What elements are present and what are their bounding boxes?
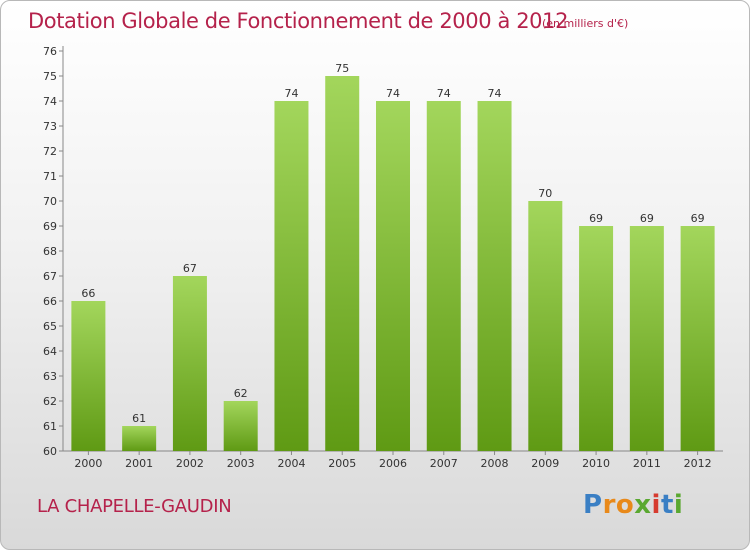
data-label: 69 [589,212,603,225]
y-tick-label: 74 [43,95,57,108]
y-tick-label: 76 [43,45,57,58]
y-tick-label: 60 [43,445,57,458]
chart-unit: (en milliers d'€) [542,17,629,30]
x-tick-label: 2010 [582,457,610,470]
proxiti-logo[interactable]: Proxiti [583,490,684,520]
y-tick-label: 62 [43,395,57,408]
bar [376,101,410,451]
x-tick-label: 2007 [430,457,458,470]
data-label: 74 [284,87,298,100]
data-label: 69 [640,212,654,225]
y-tick-label: 75 [43,70,57,83]
x-tick-label: 2012 [684,457,712,470]
bar [122,426,157,451]
y-tick-label: 61 [43,420,57,433]
commune-name: LA CHAPELLE-GAUDIN [37,496,232,517]
x-tick-label: 2011 [633,457,661,470]
bar [477,101,512,451]
x-tick-label: 2002 [176,457,204,470]
y-tick-label: 66 [43,295,57,308]
y-tick-label: 63 [43,370,57,383]
y-tick-label: 64 [43,345,57,358]
y-tick-label: 69 [43,220,57,233]
x-tick-label: 2005 [328,457,356,470]
data-label: 75 [335,62,349,75]
data-label: 74 [437,87,451,100]
bar [629,226,664,451]
bar [71,301,106,451]
x-tick-label: 2008 [481,457,509,470]
y-tick-label: 71 [43,170,57,183]
data-label: 74 [386,87,400,100]
y-tick-label: 70 [43,195,57,208]
data-label: 67 [183,262,197,275]
y-tick-label: 73 [43,120,57,133]
data-label: 66 [81,287,95,300]
y-tick-label: 65 [43,320,57,333]
data-label: 62 [234,387,248,400]
bar [274,101,309,451]
x-tick-label: 2000 [74,457,102,470]
data-label: 69 [691,212,705,225]
chart-title: Dotation Globale de Fonctionnement de 20… [28,9,569,33]
bar [223,401,258,451]
bar [172,276,207,451]
x-tick-label: 2006 [379,457,407,470]
x-tick-label: 2009 [531,457,559,470]
y-tick-label: 67 [43,270,57,283]
x-tick-label: 2003 [227,457,255,470]
data-label: 61 [132,412,146,425]
bar [426,101,461,451]
x-tick-label: 2004 [277,457,305,470]
bar [680,226,715,451]
y-tick-label: 68 [43,245,57,258]
bar [528,201,563,451]
bar [579,226,614,451]
data-label: 74 [488,87,502,100]
bar [325,76,360,451]
y-tick-label: 72 [43,145,57,158]
data-label: 70 [538,187,552,200]
x-tick-label: 2001 [125,457,153,470]
